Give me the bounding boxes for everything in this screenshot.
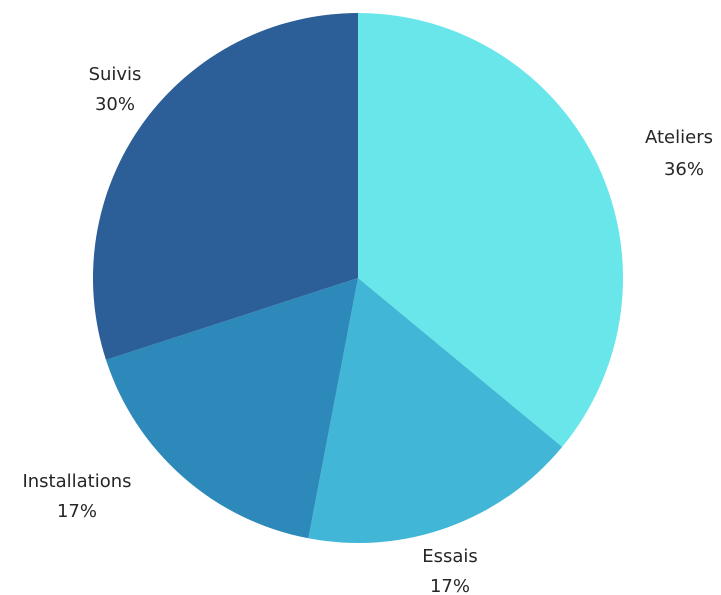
slice-value-suivis: 30% (95, 94, 135, 115)
slice-value-installations: 17% (57, 501, 97, 522)
slice-label-ateliers: Ateliers (645, 127, 713, 148)
slice-value-ateliers: 36% (664, 159, 704, 180)
pie-slice-essais (308, 278, 563, 544)
slice-label-group-installations: Installations 17% (22, 471, 131, 522)
pie-slices (92, 13, 624, 544)
slice-label-suivis: Suivis (89, 64, 142, 85)
slice-label-installations: Installations (22, 471, 131, 492)
slice-value-essais: 17% (430, 576, 470, 595)
slice-label-group-essais: Essais 17% (422, 546, 478, 595)
slice-label-group-ateliers: Ateliers 36% (645, 127, 713, 180)
pie-slice-suivis (92, 13, 358, 360)
pie-slice-ateliers (358, 13, 624, 447)
slice-label-group-suivis: Suivis 30% (89, 64, 142, 115)
pie-slice-installations (105, 278, 358, 539)
slice-label-essais: Essais (422, 546, 478, 567)
